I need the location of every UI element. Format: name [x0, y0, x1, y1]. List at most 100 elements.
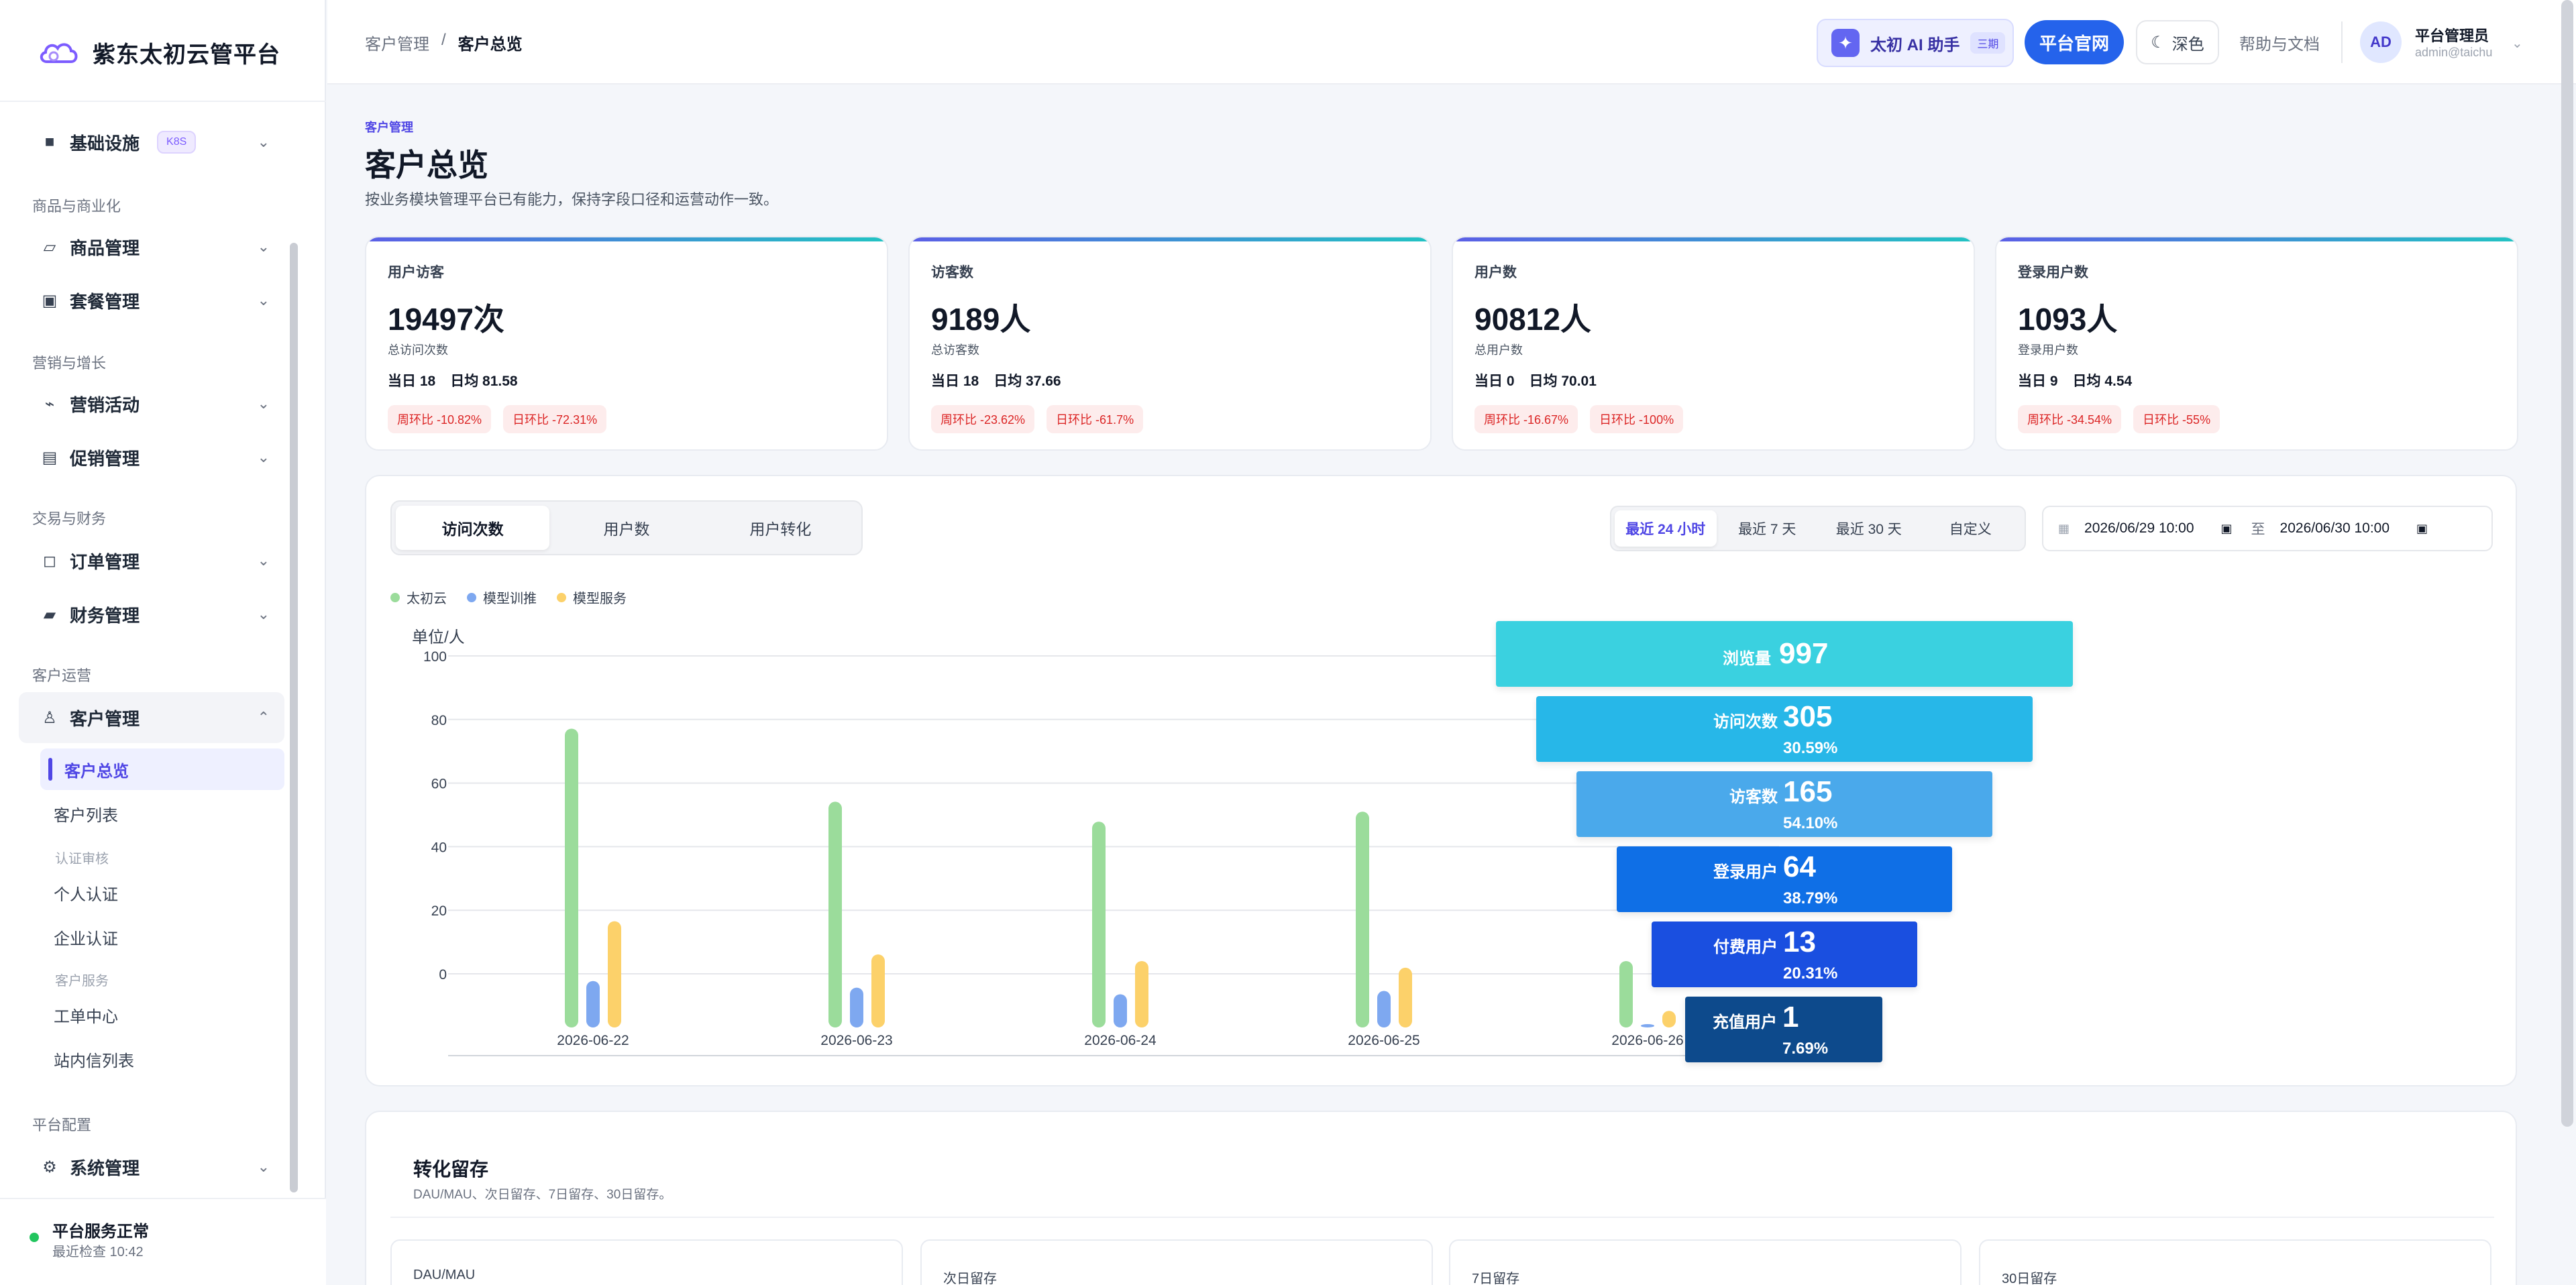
sidebar-item-order[interactable]: ◻ 订单管理 ⌄: [19, 535, 284, 586]
sidebar-item-customer[interactable]: ♙ 客户管理 ⌃: [19, 692, 284, 743]
end-date-input[interactable]: 2026/06/30 10:00: [2279, 520, 2390, 536]
y-tick-label: 40: [431, 840, 447, 855]
legend-item[interactable]: 模型训推: [467, 588, 537, 607]
bar[interactable]: [1114, 994, 1127, 1028]
official-site-button[interactable]: 平台官网: [2025, 20, 2124, 64]
stat-value: 19497次: [388, 302, 504, 337]
bar[interactable]: [1399, 967, 1412, 1027]
date-range-picker[interactable]: ▦ 2026/06/29 10:00 ▣ 至 2026/06/30 10:00 …: [2042, 506, 2493, 551]
funnel-stage[interactable]: 付费用户 13 20.31%: [1652, 921, 1917, 987]
y-tick-label: 100: [423, 649, 447, 665]
status-ok-icon: [30, 1233, 39, 1242]
bar[interactable]: [850, 987, 863, 1027]
tab-conversion[interactable]: 用户转化: [749, 520, 812, 538]
bar[interactable]: [1619, 961, 1633, 1027]
stat-today: 当日 0: [1474, 374, 1515, 389]
stat-today: 当日 18: [388, 374, 436, 389]
range-7d[interactable]: 最近 7 天: [1738, 522, 1796, 537]
bar[interactable]: [565, 728, 578, 1028]
bar[interactable]: [1662, 1011, 1676, 1027]
stat-subtitle: 总用户数: [1474, 343, 1523, 357]
sidebar-item-package[interactable]: ▣ 套餐管理 ⌄: [19, 275, 284, 326]
funnel-stage[interactable]: 访问次数 305 30.59%: [1536, 696, 2033, 762]
funnel-stage-value: 305: [1783, 700, 1833, 733]
sidebar-item-infra[interactable]: ■ 基础设施 K8S ⌄: [19, 117, 284, 168]
stat-tags: 周环比 -10.82% 日环比 -72.31%: [388, 405, 607, 433]
stat-daily: 当日 0 日均 70.01: [1474, 370, 1597, 390]
calendar-icon[interactable]: ▣: [2220, 521, 2233, 535]
bar[interactable]: [1641, 1024, 1654, 1027]
bar[interactable]: [1356, 812, 1369, 1027]
dark-mode-toggle[interactable]: ☾ 深色: [2136, 20, 2219, 64]
bar[interactable]: [1135, 961, 1148, 1027]
traffic-panel: 访问次数 用户数 用户转化 最近 24 小时 最近 7 天 最近 30 天 自定…: [365, 475, 2517, 1086]
sidebar-item-campaign[interactable]: ⌁ 营销活动 ⌄: [19, 378, 284, 429]
calendar-range-icon: ▦: [2058, 521, 2070, 535]
sidebar-sub-messages[interactable]: 站内信列表: [40, 1038, 284, 1080]
bar[interactable]: [871, 954, 885, 1027]
status-checked-time: 最近检查 10:42: [52, 1245, 144, 1260]
tab-visits[interactable]: 访问次数: [396, 506, 550, 550]
brand[interactable]: 紫东太初云管平台: [38, 32, 280, 72]
tab-users[interactable]: 用户数: [603, 520, 650, 538]
retention-card-dau-mau: DAU/MAU: [390, 1239, 903, 1285]
sidebar-sub-personal[interactable]: 个人认证: [40, 872, 284, 913]
bar[interactable]: [828, 801, 842, 1027]
funnel-stage-percent: 38.79%: [1783, 889, 1838, 907]
chevron-down-icon: ⌄: [257, 133, 270, 150]
funnel-stage-value: 997: [1779, 637, 1829, 670]
range-30d[interactable]: 最近 30 天: [1835, 522, 1902, 537]
bar[interactable]: [586, 981, 600, 1027]
sidebar-scrollbar[interactable]: [290, 243, 298, 1192]
help-docs-link[interactable]: 帮助与文档: [2239, 36, 2320, 54]
sidebar-item-system[interactable]: ⚙ 系统管理 ⌄: [19, 1141, 284, 1192]
start-date-input[interactable]: 2026/06/29 10:00: [2084, 520, 2194, 536]
ai-assistant-button[interactable]: ✦ 太初 AI 助手 三期: [1817, 19, 2014, 67]
sidebar-item-finance[interactable]: ▰ 财务管理 ⌄: [19, 589, 284, 640]
legend-item[interactable]: 模型服务: [557, 588, 627, 607]
retention-panel: 转化留存 DAU/MAU、次日留存、7日留存、30日留存。 DAU/MAU 次日…: [365, 1111, 2517, 1285]
sidebar-item-label: 商品管理: [70, 237, 140, 258]
sidebar-sub-overview[interactable]: 客户总览: [40, 748, 284, 790]
avatar[interactable]: AD: [2360, 21, 2402, 63]
legend-item[interactable]: 太初云: [390, 588, 447, 607]
funnel-stage-percent: 54.10%: [1783, 814, 1838, 832]
bar[interactable]: [1377, 991, 1391, 1027]
day-over-day-badge: 日环比 -72.31%: [503, 405, 607, 433]
sidebar-sub-tickets[interactable]: 工单中心: [40, 994, 284, 1036]
stat-today: 当日 18: [931, 374, 979, 389]
sidebar-item-promo[interactable]: ▤ 促销管理 ⌄: [19, 432, 284, 483]
calendar-icon[interactable]: ▣: [2416, 521, 2428, 535]
funnel-stage-value: 64: [1783, 850, 1816, 883]
funnel-stage[interactable]: 登录用户 64 38.79%: [1617, 846, 1952, 912]
group-title-marketing: 营销与增长: [32, 355, 107, 372]
sidebar: 紫东太初云管平台 ■ 基础设施 K8S ⌄ 商品与商业化 ▱ 商品管理 ⌄ ▣ …: [0, 0, 326, 1285]
bar[interactable]: [1092, 822, 1106, 1027]
range-24h[interactable]: 最近 24 小时: [1615, 510, 1717, 547]
x-tick-label: 2026-06-25: [1348, 1033, 1419, 1048]
bar[interactable]: [608, 921, 621, 1027]
funnel-stage-label: 充值用户: [1713, 1013, 1777, 1031]
page-scrollbar[interactable]: [2561, 0, 2573, 1127]
breadcrumb-parent[interactable]: 客户管理: [365, 36, 429, 54]
header-divider: [2341, 21, 2343, 63]
sidebar-sub-list[interactable]: 客户列表: [40, 793, 284, 834]
chevron-down-icon[interactable]: ⌄: [2512, 36, 2523, 51]
megaphone-icon: ⌁: [44, 394, 55, 413]
group-title-platform: 平台配置: [32, 1117, 92, 1133]
sidebar-item-product[interactable]: ▱ 商品管理 ⌄: [19, 221, 284, 272]
user-name[interactable]: 平台管理员: [2415, 27, 2489, 44]
funnel-stage[interactable]: 充值用户 1 7.69%: [1685, 997, 1882, 1062]
legend-swatch: [557, 592, 566, 602]
sidebar-sub-enterprise[interactable]: 企业认证: [40, 916, 284, 958]
stat-average: 日均 4.54: [2072, 374, 2133, 389]
receipt-icon: ◻: [43, 551, 56, 570]
range-custom[interactable]: 自定义: [1949, 522, 1992, 537]
breadcrumb: 客户管理 / 客户总览: [365, 31, 523, 54]
stat-subtitle: 总访问次数: [388, 343, 448, 357]
funnel-stage[interactable]: 访客数 165 54.10%: [1576, 771, 1992, 837]
week-over-week-badge: 周环比 -34.54%: [2018, 405, 2122, 433]
funnel-stage[interactable]: 浏览量 997: [1496, 621, 2073, 687]
ticket-icon: ▤: [42, 448, 58, 467]
chevron-down-icon: ⌄: [257, 292, 270, 309]
